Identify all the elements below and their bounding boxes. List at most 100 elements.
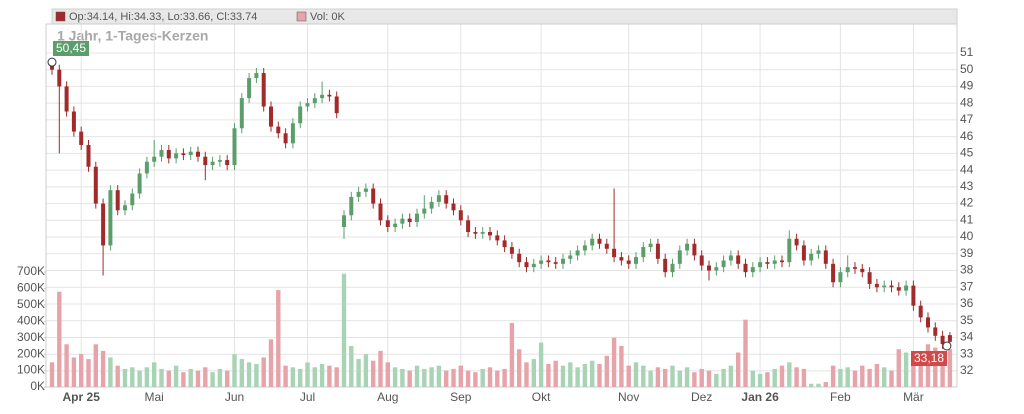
candle-body	[874, 283, 879, 288]
volume-bar	[809, 383, 814, 387]
volume-bar	[728, 365, 734, 387]
candle-body	[137, 173, 142, 194]
volume-bar	[531, 359, 536, 387]
candle-body	[57, 69, 62, 87]
x-tick-label: Aug	[377, 390, 398, 404]
volume-bar	[371, 360, 376, 387]
candle-body	[378, 203, 383, 221]
candle-body	[79, 131, 84, 145]
candle-body	[429, 201, 434, 209]
candle-body	[809, 253, 814, 261]
volume-bar	[232, 354, 237, 387]
candle-body	[283, 133, 288, 144]
volume-bar	[276, 290, 281, 387]
volume-tick-label: 600K	[17, 281, 45, 295]
candle-body	[947, 335, 952, 342]
candle-body	[349, 196, 354, 216]
candle-body	[707, 265, 711, 271]
volume-bar	[852, 370, 858, 387]
candle-body	[203, 156, 208, 166]
volume-bar	[261, 357, 266, 387]
candle-body	[232, 128, 237, 166]
x-tick-label: Jan 26	[741, 390, 779, 404]
candle-body	[634, 257, 638, 264]
candle-body	[918, 305, 923, 318]
volume-bar	[743, 319, 748, 387]
y-tick-label: 37	[960, 279, 974, 293]
candle-body	[685, 243, 690, 251]
volume-bar	[465, 370, 471, 387]
candle-body	[692, 243, 697, 256]
volume-bar	[648, 370, 653, 387]
candle-body	[225, 160, 230, 166]
volume-bar	[903, 352, 909, 387]
volume-bar	[517, 349, 522, 387]
volume-bar	[64, 344, 69, 387]
start-badge	[53, 41, 89, 56]
candle-body	[641, 247, 646, 258]
volume-bar	[765, 372, 770, 387]
volume-tick-label: 200K	[17, 346, 45, 360]
start-marker	[47, 57, 57, 67]
y-tick-label: 44	[960, 162, 974, 176]
volume-bar	[626, 365, 631, 387]
y-tick-label: 40	[960, 229, 974, 243]
volume-bar	[327, 365, 332, 387]
volume-bar	[918, 362, 923, 387]
volume-bar	[801, 368, 807, 387]
volume-bar	[385, 362, 390, 387]
candle-body	[247, 78, 252, 99]
legend-price-swatch	[55, 11, 66, 22]
candle-body	[261, 73, 266, 107]
candle-body	[590, 238, 595, 246]
candle-body	[677, 250, 682, 264]
candle-body	[152, 156, 157, 162]
candle-body	[728, 255, 733, 261]
candle-body	[101, 203, 106, 246]
volume-bar	[706, 370, 712, 387]
volume-bar	[210, 372, 215, 387]
candle-body	[495, 235, 500, 241]
x-tick-label: Feb	[830, 390, 851, 404]
y-tick-label: 43	[960, 179, 974, 193]
candle-body	[334, 96, 339, 114]
volume-tick-label: 700K	[17, 264, 45, 278]
candle-body	[582, 245, 587, 251]
volume-bar	[422, 368, 427, 387]
candle-body	[415, 213, 419, 222]
x-tick-label: Jun	[225, 390, 244, 404]
candle-body	[940, 335, 945, 345]
candle-body	[305, 103, 310, 107]
volume-bar	[239, 359, 244, 387]
candle-body	[64, 86, 69, 112]
volume-bar	[757, 373, 763, 387]
candle-body	[780, 260, 784, 263]
volume-bar	[794, 367, 799, 387]
candle-body	[451, 203, 456, 211]
volume-bar	[71, 357, 77, 387]
volume-bar	[480, 368, 485, 387]
candle-body	[524, 262, 529, 268]
volume-bar	[356, 359, 361, 387]
candle-body	[575, 250, 580, 256]
volume-bar	[597, 364, 602, 387]
candle-body	[466, 220, 471, 233]
candle-body	[896, 287, 901, 291]
candle-body	[217, 160, 222, 162]
candle-body	[363, 188, 368, 192]
candle-body	[269, 106, 273, 127]
candle-body	[502, 240, 507, 248]
volume-bar	[166, 370, 171, 387]
legend-volume-swatch	[296, 11, 307, 22]
volume-bar	[590, 360, 595, 387]
volume-bar	[115, 365, 120, 387]
candle-body	[123, 205, 127, 211]
candle-body	[407, 218, 412, 222]
candle-body	[568, 255, 573, 259]
x-tick-label: Mär	[903, 390, 924, 404]
volume-bar	[867, 368, 872, 387]
volume-bar	[684, 367, 690, 387]
candle-body	[488, 232, 492, 236]
